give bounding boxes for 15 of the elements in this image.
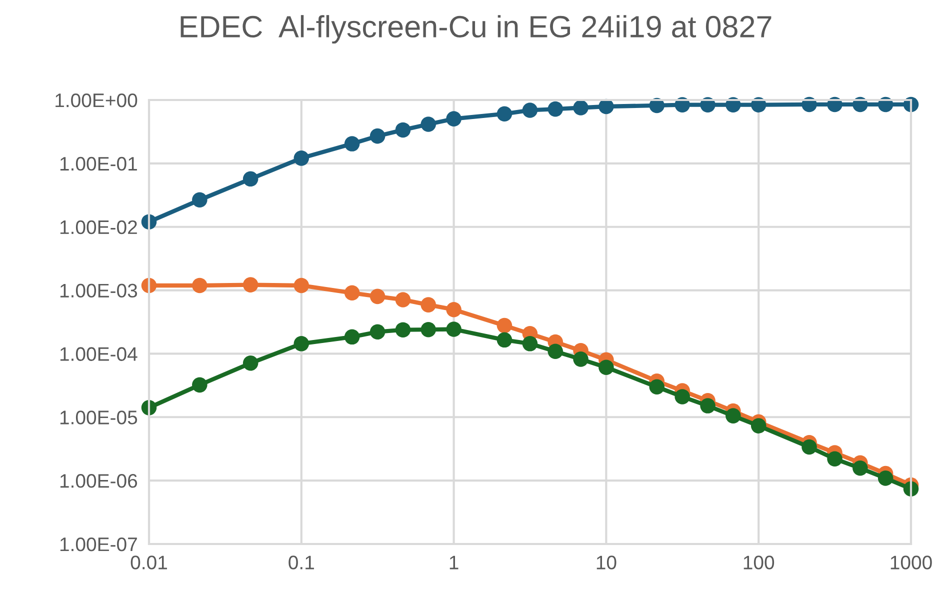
x-tick-label: 1000 [890,556,932,570]
chart-title: EDEC Al-flyscreen-Cu in EG 24ii19 at 0827 [180,15,772,44]
x-tick-label: 1 [450,556,458,570]
y-tick-label: 1.00E-04 [60,347,138,361]
y-tick-label: 1.00E-06 [60,474,138,488]
y-tick-label: 1.00E-07 [60,537,137,552]
y-tick-label: 1.00E-01 [60,156,137,171]
x-tick-label: 0.1 [288,556,314,570]
y-tick-label: 1.00E-05 [60,410,138,424]
y-tick-label: 1.00E-03 [60,284,138,298]
x-tick-label: 10 [596,556,616,570]
y-tick-label: 1.00E-02 [60,220,137,234]
y-tick-label: 1.00E+00 [56,93,138,108]
x-tick-label: 0.01 [130,556,167,570]
x-tick-label: 100 [744,556,774,570]
